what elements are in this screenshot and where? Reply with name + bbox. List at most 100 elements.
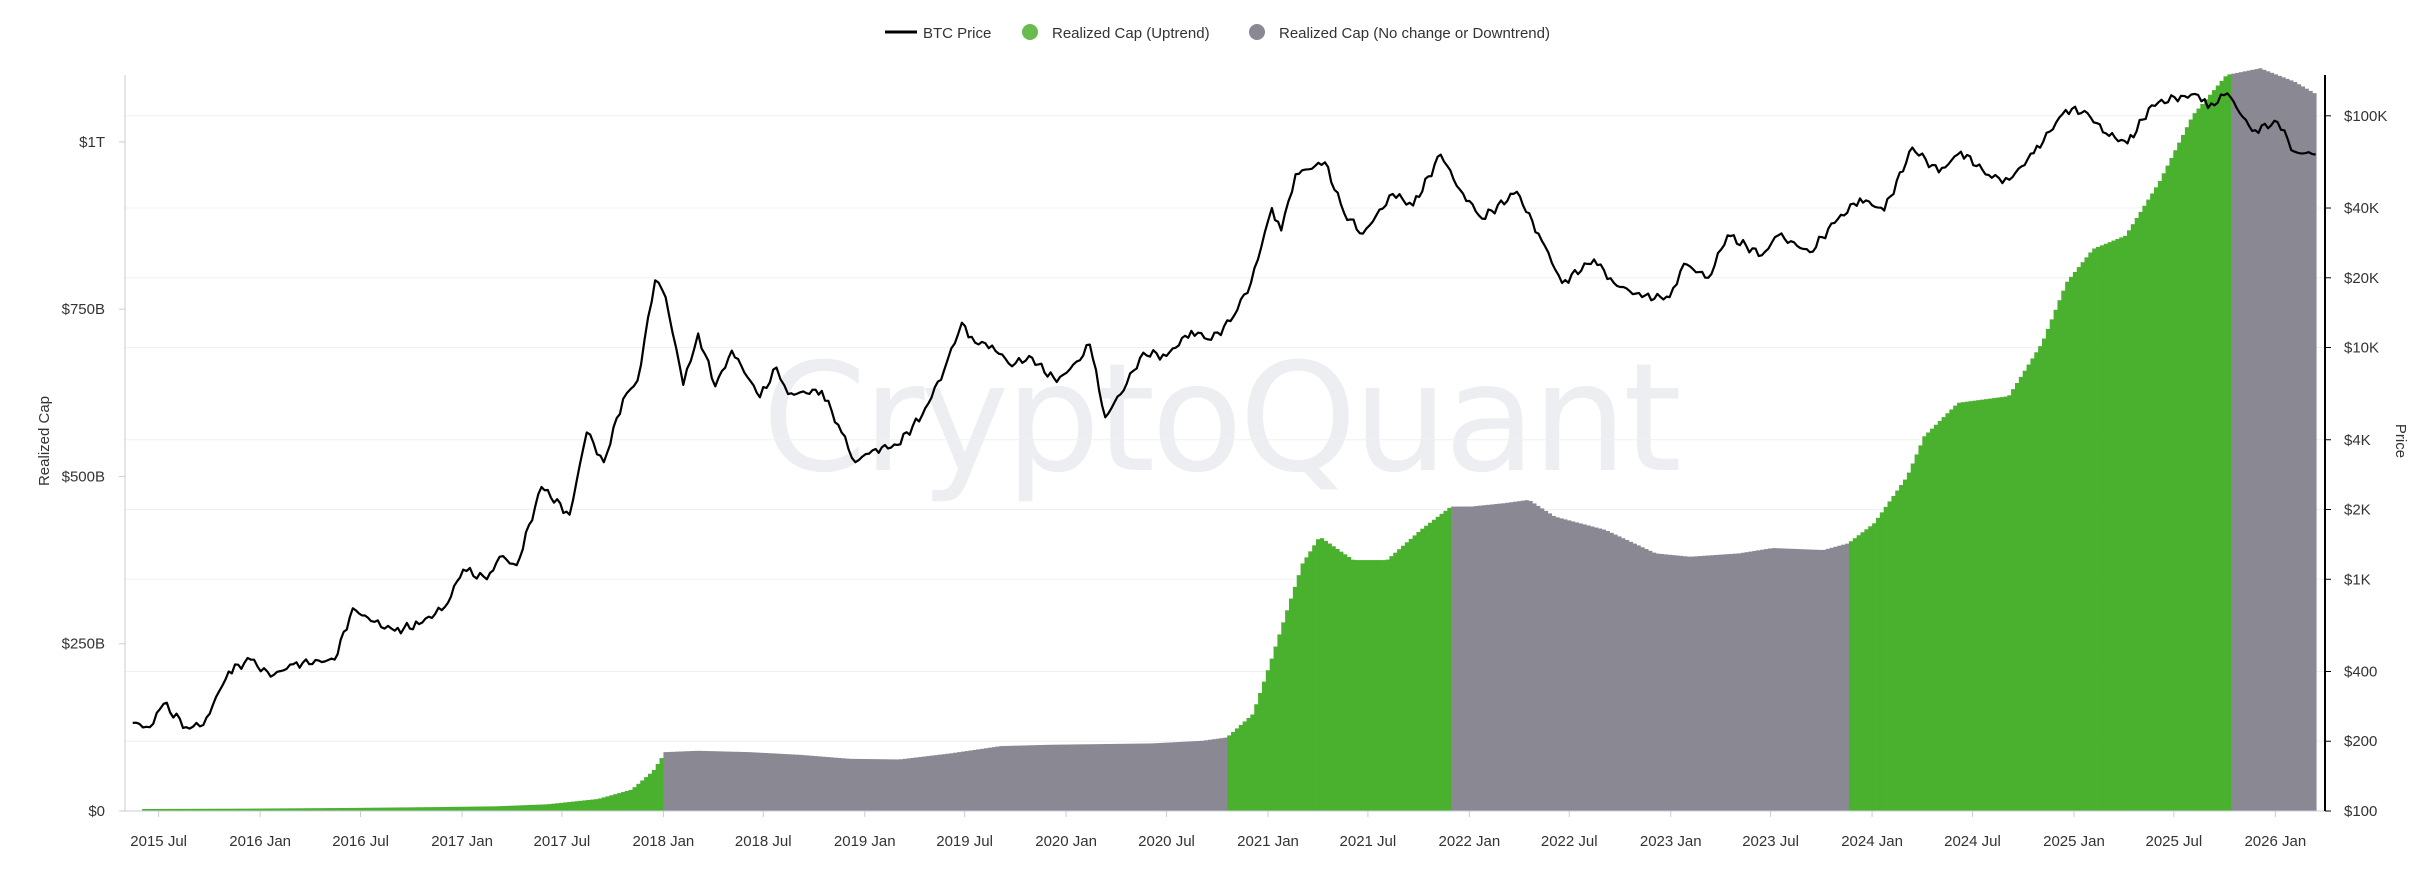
realized-cap-bar[interactable] [1767,548,1773,811]
realized-cap-bar[interactable] [257,808,263,811]
realized-cap-bar[interactable] [1227,735,1232,811]
realized-cap-bar[interactable] [2169,157,2174,812]
realized-cap-bar[interactable] [1200,740,1205,811]
realized-cap-bar[interactable] [1354,560,1359,811]
realized-cap-bar[interactable] [1400,545,1406,811]
realized-cap-bar[interactable] [671,751,676,811]
realized-cap-bar[interactable] [1833,546,1838,811]
realized-cap-bar[interactable] [1037,745,1043,811]
realized-cap-bar[interactable] [420,807,425,811]
realized-cap-bar[interactable] [354,807,359,811]
realized-cap-bar[interactable] [786,754,792,811]
realized-cap-bar[interactable] [203,808,209,811]
realized-cap-bar[interactable] [729,751,734,811]
realized-cap-bar[interactable] [1648,550,1653,811]
realized-cap-bar[interactable] [821,756,826,811]
realized-cap-bar[interactable] [1578,523,1583,811]
realized-cap-bar[interactable] [1864,529,1869,811]
realized-cap-bar[interactable] [744,752,749,811]
realized-cap-bar[interactable] [2111,240,2116,811]
realized-cap-bar[interactable] [1945,413,1950,811]
realized-cap-bar[interactable] [640,780,645,811]
realized-cap-bar[interactable] [1570,521,1576,811]
realized-cap-bar[interactable] [2003,396,2008,811]
realized-cap-bar[interactable] [1698,556,1703,811]
realized-cap-bar[interactable] [1520,500,1525,811]
realized-cap-bar[interactable] [1115,743,1120,811]
realized-cap-bar[interactable] [242,808,247,811]
realized-cap-bar[interactable] [308,808,313,811]
realized-cap-bar[interactable] [956,752,962,811]
realized-cap-bar[interactable] [2289,80,2294,811]
realized-cap-bar[interactable] [269,808,274,811]
realized-cap-bar[interactable] [288,808,294,811]
realized-cap-bar[interactable] [1926,432,1931,811]
realized-cap-bar[interactable] [1744,552,1749,811]
realized-cap-bar[interactable] [1706,555,1711,811]
realized-cap-bar[interactable] [918,756,923,811]
realized-cap-bar[interactable] [1783,548,1788,811]
realized-cap-bar[interactable] [1331,546,1336,811]
realized-cap-bar[interactable] [1590,526,1595,811]
realized-cap-bar[interactable] [1041,744,1047,811]
realized-cap-bar[interactable] [1563,519,1568,811]
realized-cap-bar[interactable] [1547,513,1552,811]
realized-cap-bar[interactable] [1740,552,1746,811]
realized-cap-bar[interactable] [593,799,599,811]
realized-cap-bar[interactable] [1794,549,1800,811]
realized-cap-bar[interactable] [1953,405,1958,811]
realized-cap-bar[interactable] [713,751,718,811]
realized-cap-bar[interactable] [651,770,657,811]
realized-cap-bar[interactable] [1470,506,1475,811]
realized-cap-bar[interactable] [1918,445,1923,811]
realized-cap-bar[interactable] [1142,743,1147,811]
realized-cap-bar[interactable] [810,755,815,811]
realized-cap-bar[interactable] [497,806,502,811]
realized-cap-bar[interactable] [1995,397,2000,811]
realized-cap-bar[interactable] [1644,549,1649,811]
realized-cap-bar[interactable] [999,746,1004,811]
realized-cap-bar[interactable] [2022,370,2027,811]
realized-cap-bar[interactable] [1215,738,1220,811]
realized-cap-bar[interactable] [161,808,166,811]
realized-cap-bar[interactable] [1146,743,1151,811]
realized-cap-bar[interactable] [1964,401,1970,811]
realized-cap-bar[interactable] [1949,409,1954,811]
realized-cap-bar[interactable] [1559,518,1564,811]
realized-cap-bar[interactable] [172,808,178,811]
realized-cap-bar[interactable] [273,808,278,811]
realized-cap-bar[interactable] [331,808,336,811]
realized-cap-bar[interactable] [1292,586,1298,811]
realized-cap-bar[interactable] [582,800,587,811]
realized-cap-bar[interactable] [1404,542,1410,811]
realized-cap-bar[interactable] [2165,165,2170,812]
realized-cap-bar[interactable] [759,752,765,811]
realized-cap-bar[interactable] [2072,271,2078,812]
realized-cap-bar[interactable] [1022,745,1027,811]
realized-cap-bar[interactable] [1258,692,1263,811]
realized-cap-bar[interactable] [825,757,830,811]
realized-cap-bar[interactable] [435,807,440,811]
realized-cap-bar[interactable] [1617,536,1622,811]
realized-cap-bar[interactable] [1107,743,1112,811]
realized-cap-bar[interactable] [551,803,556,811]
realized-cap-bar[interactable] [721,751,726,811]
realized-cap-bar[interactable] [624,790,630,811]
realized-cap-bar[interactable] [1984,399,1989,811]
realized-cap-bar[interactable] [2254,69,2259,811]
realized-cap-bar[interactable] [605,796,610,811]
realized-cap-bar[interactable] [1528,500,1533,811]
realized-cap-bar[interactable] [296,808,301,811]
legend[interactable]: BTC Price Realized Cap (Uptrend) Realized … [885,24,1550,42]
realized-cap-bar[interactable] [1505,502,1510,811]
realized-cap-bar[interactable] [1536,505,1541,811]
realized-cap-bar[interactable] [1895,490,1900,811]
realized-cap-bar[interactable] [350,807,355,811]
realized-cap-bar[interactable] [1736,553,1742,811]
realized-cap-bar[interactable] [1655,553,1661,811]
realized-cap-bar[interactable] [1829,547,1834,811]
realized-cap-bar[interactable] [1246,717,1251,811]
realized-cap-bar[interactable] [1883,506,1888,811]
realized-cap-bar[interactable] [2296,84,2302,812]
realized-cap-bar[interactable] [686,751,691,811]
